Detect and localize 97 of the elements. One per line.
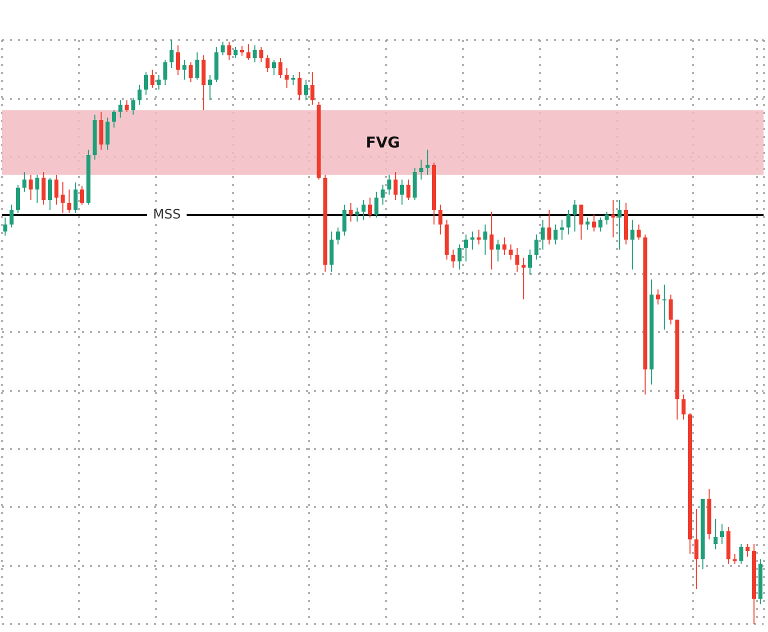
candlestick xyxy=(419,159,424,180)
candlestick xyxy=(106,117,110,150)
candlestick xyxy=(560,219,564,240)
candlestick xyxy=(694,508,698,590)
candlestick xyxy=(668,294,673,325)
candlestick xyxy=(10,204,14,228)
candlestick xyxy=(16,184,20,214)
candlestick xyxy=(387,174,392,196)
candlestick xyxy=(380,184,385,206)
candlestick xyxy=(579,204,584,240)
candlestick xyxy=(746,543,750,558)
candlestick xyxy=(182,59,186,80)
candlestick xyxy=(554,224,558,245)
candlestick xyxy=(220,41,225,56)
candlestick xyxy=(156,74,161,90)
candlestick xyxy=(348,202,353,222)
candlestick xyxy=(144,72,148,96)
candlestick xyxy=(138,84,142,106)
candlestick xyxy=(547,209,552,245)
candlestick xyxy=(48,177,52,210)
candlestick xyxy=(598,217,602,232)
candlestick xyxy=(234,46,238,59)
candlestick xyxy=(586,217,590,230)
candlestick xyxy=(355,207,360,222)
candlestick xyxy=(406,179,410,201)
candlestick xyxy=(483,224,488,256)
candlestick xyxy=(522,257,526,300)
candlestick xyxy=(131,97,136,116)
candlestick xyxy=(438,204,442,235)
candlestick xyxy=(618,200,622,250)
candlestick xyxy=(22,171,26,192)
candlestick xyxy=(502,236,506,256)
candlestick xyxy=(656,288,660,306)
candlestick xyxy=(508,244,513,260)
candlestick xyxy=(67,189,72,214)
ref-line-label: MSS xyxy=(153,208,181,223)
candlestick xyxy=(630,219,634,270)
candlestick xyxy=(400,179,404,206)
candlestick xyxy=(310,72,314,106)
candlestick xyxy=(304,79,308,101)
candlestick xyxy=(42,171,46,206)
candlestick xyxy=(566,209,570,235)
candlestick xyxy=(528,249,532,276)
candlestick xyxy=(298,72,302,101)
candlestick xyxy=(682,394,686,420)
candlestick xyxy=(342,204,346,236)
candlestick xyxy=(534,234,538,260)
candlestick xyxy=(374,191,378,218)
candlestick xyxy=(284,68,289,88)
candlestick xyxy=(362,200,366,220)
band-label: FVG xyxy=(366,133,400,152)
candlestick xyxy=(572,200,577,232)
candlestick xyxy=(74,182,78,214)
candlestick xyxy=(188,62,193,83)
candlestick xyxy=(394,171,398,201)
candlestick xyxy=(163,59,168,86)
candlestick xyxy=(170,40,174,69)
candlestick xyxy=(227,41,232,60)
candlestick xyxy=(490,211,494,270)
candlestick xyxy=(28,174,33,201)
candlestick xyxy=(368,197,372,218)
candlestick xyxy=(259,46,264,63)
candlestick xyxy=(592,214,596,232)
candlestick xyxy=(336,226,340,245)
candlestick xyxy=(732,553,737,564)
candlestick xyxy=(451,249,456,268)
candlestick xyxy=(464,234,468,262)
candlestick xyxy=(208,74,212,101)
candlestick xyxy=(118,100,122,118)
candlestick xyxy=(604,211,609,226)
candlestick xyxy=(252,44,257,63)
candlestick xyxy=(458,244,462,270)
candlestick xyxy=(662,284,666,330)
candlestick xyxy=(515,247,520,272)
candlestick xyxy=(54,174,58,206)
candlestick xyxy=(60,181,65,214)
candlestick xyxy=(240,45,244,56)
candlestick xyxy=(112,110,116,128)
candlestick xyxy=(496,239,500,262)
candlestick xyxy=(150,69,154,88)
candlestick xyxy=(246,44,250,60)
candlestick xyxy=(714,518,718,550)
candlestick xyxy=(35,174,40,204)
candlestick xyxy=(195,52,200,80)
candlestick xyxy=(176,44,180,76)
candlestick xyxy=(266,54,270,73)
candlestick xyxy=(124,100,129,112)
candlestick xyxy=(540,219,545,250)
candlestick xyxy=(278,58,282,78)
candlestick xyxy=(3,217,8,236)
candlestick xyxy=(611,200,616,238)
candlestick xyxy=(739,543,744,564)
candlestick xyxy=(720,524,724,544)
candlestick xyxy=(636,224,641,240)
candlestick xyxy=(272,59,276,76)
candlestick xyxy=(80,186,84,206)
candlestick xyxy=(426,149,430,176)
